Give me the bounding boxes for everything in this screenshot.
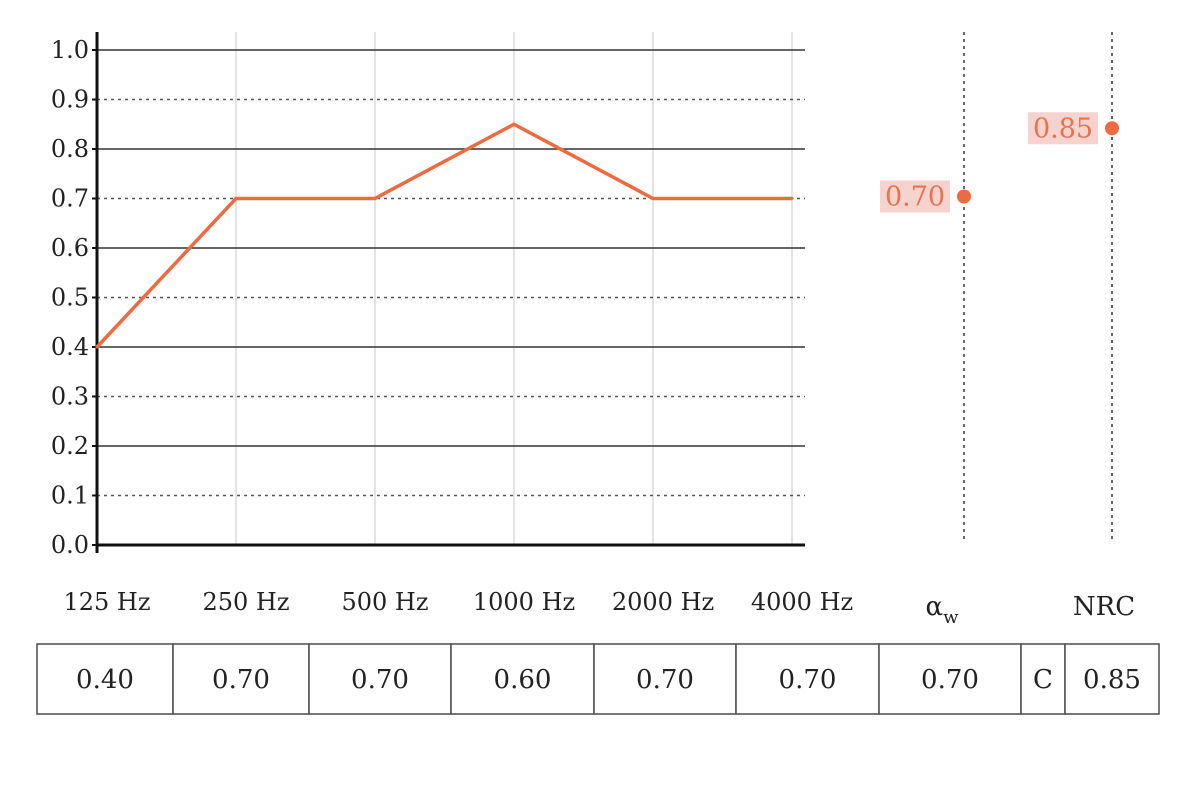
table-cell	[172, 643, 310, 715]
extra-points: 0.70 αw 0.85 NRC	[880, 32, 1135, 628]
extra-point	[1105, 121, 1119, 136]
y-tick-labels: 0.0 0.1 0.2 0.3 0.4 0.5 0.6 0.7 0.8 0.9 1.0	[51, 36, 89, 559]
extra-label-sub: w	[943, 607, 959, 628]
table-cell	[1020, 643, 1066, 715]
x-tick-labels: 125 Hz 250 Hz 500 Hz 1000 Hz 2000 Hz 4000 Hz	[63, 588, 853, 616]
data-point	[651, 197, 655, 200]
y-tick-label: 0.4	[51, 333, 89, 361]
series-line	[95, 122, 794, 349]
x-tick-label: 2000 Hz	[612, 588, 714, 616]
callout-label: 0.85	[1033, 113, 1093, 144]
table-cell-value: 0.70	[212, 665, 270, 695]
extra-label: NRC	[1073, 592, 1135, 622]
table-cell-value: C	[1033, 665, 1053, 695]
table-cell-value: 0.70	[921, 665, 979, 695]
data-point	[790, 197, 794, 200]
table-cell	[36, 643, 174, 715]
y-tick-label: 0.9	[51, 86, 89, 114]
y-tick-label: 0.0	[51, 531, 89, 559]
data-point	[234, 197, 238, 200]
data-point	[512, 122, 516, 126]
data-point	[95, 345, 99, 349]
table-cell	[1064, 643, 1160, 715]
x-tick-label: 500 Hz	[341, 588, 428, 616]
table-cell-value: 0.70	[351, 665, 409, 695]
series-line-path	[95, 122, 792, 349]
table-cell-value: 0.60	[494, 665, 552, 695]
x-tick-label: 250 Hz	[202, 588, 289, 616]
callout-box	[880, 180, 950, 213]
table-cell-value: 0.85	[1083, 665, 1141, 695]
axes	[92, 32, 805, 553]
extra-point	[957, 189, 971, 204]
x-tick-label: 4000 Hz	[751, 588, 853, 616]
table-cell	[593, 643, 737, 715]
table-cell-value: 0.40	[76, 665, 134, 695]
extra-label: αw	[926, 592, 960, 628]
y-tick-label: 0.7	[51, 185, 89, 213]
table-cell-value: 0.70	[779, 665, 837, 695]
table-cell	[308, 643, 452, 715]
grid	[97, 32, 805, 545]
callout-box	[1028, 112, 1098, 145]
x-tick-label: 1000 Hz	[473, 588, 575, 616]
y-tick-label: 0.5	[51, 284, 89, 312]
data-point	[373, 197, 377, 200]
y-tick-label: 0.1	[51, 482, 89, 510]
table-cell-value: 0.70	[636, 665, 694, 695]
y-tick-label: 0.2	[51, 432, 89, 460]
table-cell	[450, 643, 595, 715]
callout-label: 0.70	[885, 182, 945, 213]
values-table: 0.40 0.70 0.70 0.60 0.70 0.70 0.70 C 0.85	[36, 643, 1160, 715]
table-cell	[878, 643, 1022, 715]
y-tick-label: 0.3	[51, 383, 89, 411]
x-tick-label: 125 Hz	[63, 588, 150, 616]
table-cell	[735, 643, 880, 715]
y-tick-label: 0.8	[51, 135, 89, 163]
y-tick-label: 1.0	[51, 36, 89, 64]
y-tick-label: 0.6	[51, 234, 89, 262]
